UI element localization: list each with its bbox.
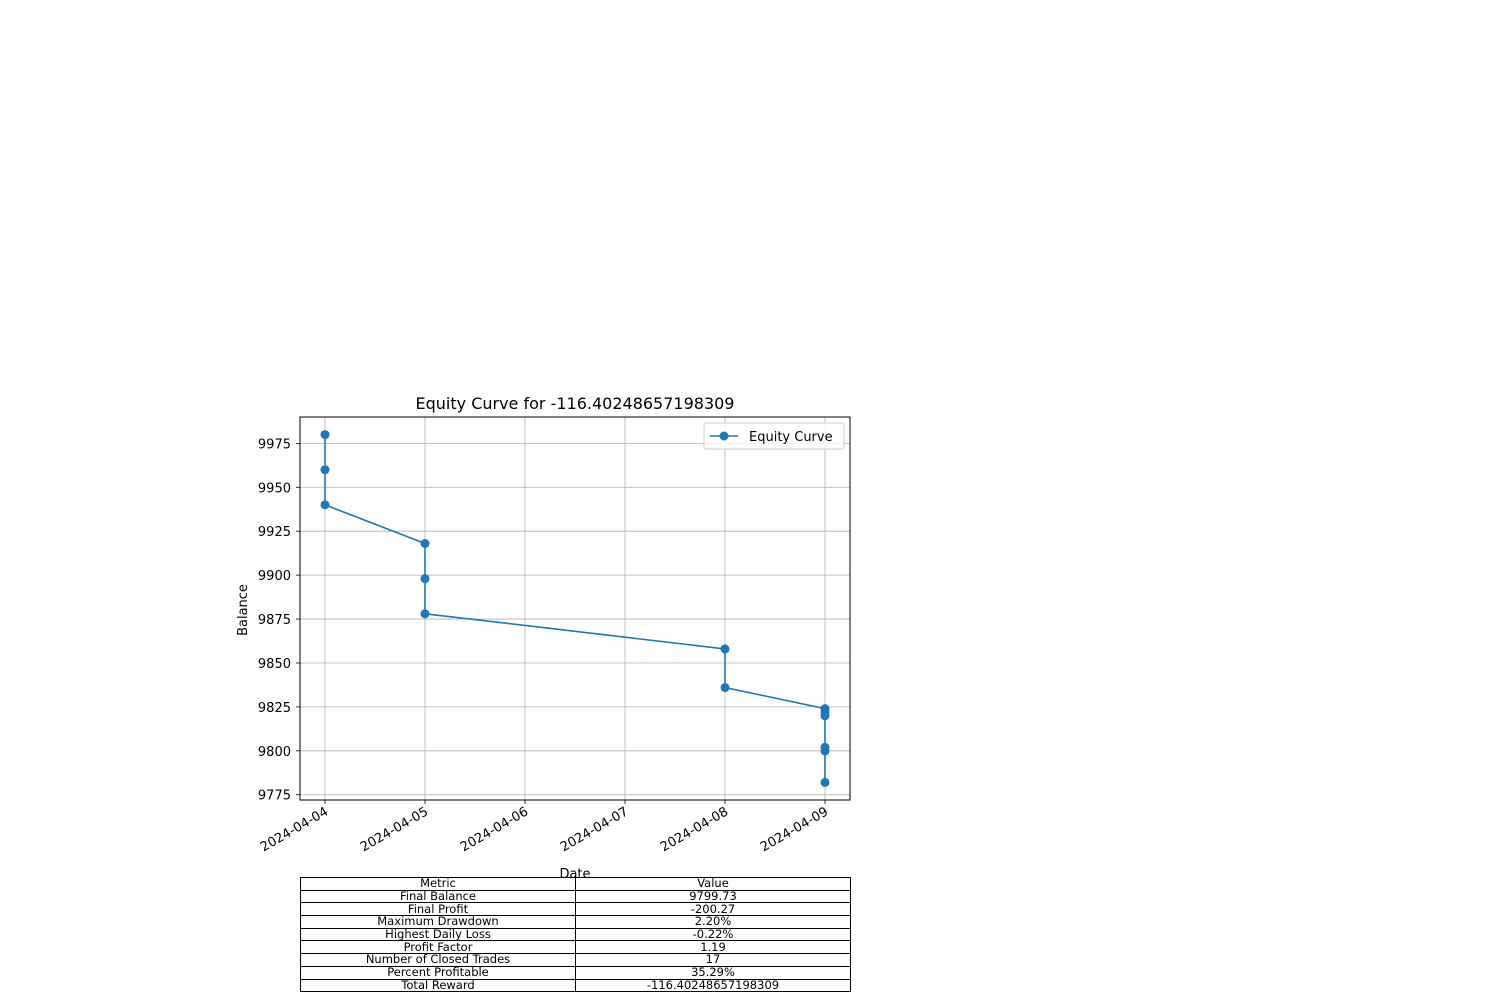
value-cell: 1.19 <box>575 940 851 955</box>
value-cell: 35.29% <box>575 965 851 980</box>
series-line <box>324 434 826 783</box>
chart-title: Equity Curve for -116.40248657198309 <box>416 394 735 413</box>
y-tick-label: 9775 <box>258 789 291 804</box>
x-tick-label: 2024-04-08 <box>658 804 731 855</box>
y-tick-label: 9950 <box>258 481 291 496</box>
table-row: Maximum Drawdown 2.20% <box>300 915 851 929</box>
value-cell: -116.40248657198309 <box>575 978 851 993</box>
value-cell: 17 <box>575 953 851 967</box>
y-axis-label: Balance <box>236 584 251 636</box>
y-tick-label: 9875 <box>258 613 291 628</box>
data-point <box>820 711 830 721</box>
y-tick-label: 9975 <box>258 437 291 452</box>
x-tick-label: 2024-04-04 <box>258 804 331 855</box>
data-point <box>320 465 330 475</box>
table-row: Profit Factor 1.19 <box>300 940 851 955</box>
table-row: Total Reward -116.40248657198309 <box>300 978 851 993</box>
data-point <box>820 746 830 756</box>
data-point <box>320 500 330 510</box>
legend-box <box>703 422 845 450</box>
metric-cell: Number of Closed Trades <box>300 953 576 967</box>
legend: Equity Curve <box>703 422 845 450</box>
y-tick-label: 9825 <box>258 701 291 716</box>
data-point <box>420 609 430 619</box>
y-tick-label: 9800 <box>258 745 291 760</box>
value-cell: -200.27 <box>575 902 851 917</box>
y-tick-label: 9850 <box>258 657 291 672</box>
metric-cell: Profit Factor <box>300 940 576 955</box>
data-point <box>720 644 730 654</box>
y-tick-label: 9900 <box>258 569 291 584</box>
data-point <box>820 777 830 787</box>
legend-label: Equity Curve <box>749 430 833 445</box>
value-cell: -0.22% <box>575 927 851 942</box>
table-row: Number of Closed Trades 17 <box>300 953 851 967</box>
x-tick-label: 2024-04-05 <box>358 804 431 855</box>
metric-cell: Maximum Drawdown <box>300 915 576 929</box>
table-header-row: Metric Value <box>300 877 851 891</box>
x-tick-label: 2024-04-07 <box>558 804 631 855</box>
value-cell: 9799.73 <box>575 889 851 904</box>
table-row: Highest Daily Loss -0.22% <box>300 927 851 942</box>
table-row: Percent Profitable 35.29% <box>300 965 851 980</box>
grid-lines <box>300 417 850 800</box>
metric-cell: Final Balance <box>300 889 576 904</box>
data-point <box>420 538 430 548</box>
metric-cell: Highest Daily Loss <box>300 927 576 942</box>
table-header-cell: Metric <box>300 877 576 891</box>
data-point <box>320 430 330 440</box>
data-point <box>720 683 730 693</box>
value-cell: 2.20% <box>575 915 851 929</box>
y-tick-label: 9925 <box>258 525 291 540</box>
metric-cell: Total Reward <box>300 978 576 993</box>
metric-cell: Final Profit <box>300 902 576 917</box>
axis-ticks: 2024-04-04 2024-04-05 2024-04-06 2024-04-07… <box>258 437 831 855</box>
plot-frame <box>299 416 851 801</box>
table-row: Final Balance 9799.73 <box>300 889 851 904</box>
table-row: Final Profit -200.27 <box>300 902 851 917</box>
metric-cell: Percent Profitable <box>300 965 576 980</box>
data-point <box>420 574 430 584</box>
metrics-table: Metric Value Final Balance 9799.73 Final… <box>300 877 851 993</box>
legend-marker <box>719 431 729 441</box>
x-tick-label: 2024-04-06 <box>458 804 531 855</box>
table-header-cell: Value <box>575 877 851 891</box>
x-tick-label: 2024-04-09 <box>758 804 831 855</box>
series-equity-curve <box>320 430 830 787</box>
